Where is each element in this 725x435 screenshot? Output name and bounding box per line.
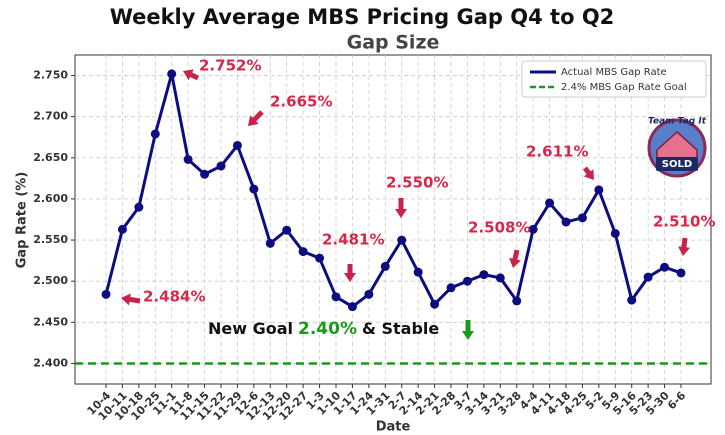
annotation-arrow bbox=[121, 293, 131, 306]
y-tick-label: 2.700 bbox=[33, 110, 68, 123]
data-point bbox=[594, 185, 604, 195]
annotation-arrow bbox=[395, 209, 407, 218]
data-point bbox=[331, 292, 341, 302]
plot-area bbox=[74, 54, 712, 385]
data-point bbox=[676, 268, 686, 278]
data-point bbox=[577, 213, 587, 223]
data-point bbox=[298, 247, 308, 257]
y-axis-label: Gap Rate (%) bbox=[15, 172, 30, 269]
data-point bbox=[282, 225, 292, 235]
goal-note: New Goal 2.40% & Stable bbox=[208, 319, 439, 340]
goal-note-part: New Goal bbox=[208, 319, 293, 338]
data-point bbox=[134, 202, 144, 212]
annotation: 2.508% bbox=[468, 219, 530, 237]
data-point bbox=[216, 161, 226, 171]
data-point bbox=[545, 198, 555, 208]
chart-subtitle: Gap Size bbox=[347, 32, 440, 54]
annotation: 2.484% bbox=[143, 288, 205, 306]
annotation-arrow bbox=[183, 69, 194, 81]
goal-note-part: 2.40% bbox=[298, 319, 357, 339]
y-tick-label: 2.450 bbox=[33, 315, 68, 328]
annotation-arrow bbox=[344, 273, 356, 282]
annotation: 2.752% bbox=[199, 57, 261, 75]
y-tick-label: 2.500 bbox=[33, 274, 68, 287]
data-point bbox=[249, 184, 259, 194]
annotation-arrow bbox=[583, 169, 594, 180]
annotation-arrow bbox=[509, 257, 521, 268]
legend-box bbox=[521, 60, 707, 98]
data-point bbox=[627, 295, 637, 305]
data-point bbox=[200, 169, 210, 179]
goal-note-part: & Stable bbox=[362, 319, 439, 338]
chart-title: Weekly Average MBS Pricing Gap Q4 to Q2 bbox=[110, 5, 615, 29]
annotation: 2.550% bbox=[386, 174, 448, 192]
annotation-arrow bbox=[678, 246, 690, 256]
y-tick-label: 2.750 bbox=[33, 69, 68, 82]
data-point bbox=[232, 140, 242, 150]
x-axis-label: Date bbox=[376, 420, 411, 435]
data-point bbox=[101, 289, 111, 299]
legend-label: 2.4% MBS Gap Rate Goal bbox=[561, 82, 687, 93]
data-point bbox=[643, 272, 653, 282]
annotation: 2.481% bbox=[322, 231, 384, 249]
logo-ribbon bbox=[656, 157, 698, 171]
data-point bbox=[561, 217, 571, 227]
y-tick-label: 2.600 bbox=[33, 192, 68, 205]
data-point bbox=[167, 69, 177, 79]
annotation: 2.611% bbox=[526, 143, 588, 161]
data-point bbox=[117, 224, 127, 234]
data-point bbox=[380, 261, 390, 271]
data-point bbox=[315, 253, 325, 263]
data-point bbox=[479, 270, 489, 280]
data-point bbox=[347, 302, 357, 312]
data-point bbox=[462, 276, 472, 286]
data-point bbox=[495, 273, 505, 283]
data-point bbox=[150, 129, 160, 139]
annotation-arrow bbox=[248, 115, 259, 126]
annotation: 2.665% bbox=[270, 93, 332, 111]
goal-arrow bbox=[462, 331, 474, 340]
y-tick-label: 2.650 bbox=[33, 151, 68, 164]
data-point bbox=[265, 238, 275, 248]
data-point bbox=[512, 296, 522, 306]
data-point bbox=[364, 289, 374, 299]
y-tick-label: 2.400 bbox=[33, 356, 68, 369]
annotation: 2.510% bbox=[653, 213, 715, 231]
data-point bbox=[528, 224, 538, 234]
x-tick-label: 6-6 bbox=[665, 389, 688, 412]
data-point bbox=[660, 262, 670, 272]
logo-text: SOLD bbox=[662, 159, 692, 170]
logo-text: Team Tag It bbox=[648, 117, 707, 127]
data-point bbox=[610, 228, 620, 238]
data-point bbox=[446, 283, 456, 293]
data-point bbox=[397, 235, 407, 245]
legend-label: Actual MBS Gap Rate bbox=[561, 67, 667, 78]
data-point bbox=[430, 299, 440, 309]
y-tick-label: 2.550 bbox=[33, 233, 68, 246]
data-point bbox=[183, 154, 193, 164]
data-point bbox=[413, 267, 423, 277]
